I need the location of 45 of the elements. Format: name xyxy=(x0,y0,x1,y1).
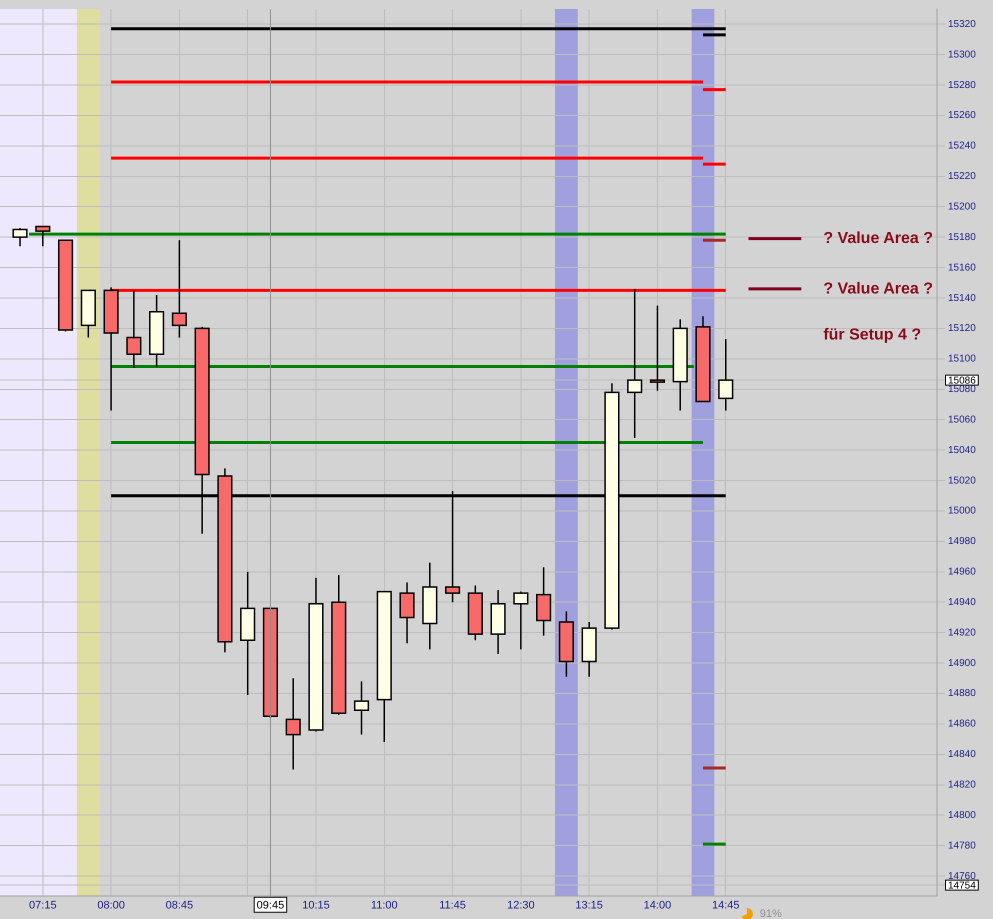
y-tick-label: 14754 xyxy=(948,880,976,892)
y-tick-label: 14960 xyxy=(948,566,976,578)
y-tick-label: 14880 xyxy=(948,688,976,700)
y-tick-label: 15200 xyxy=(948,201,976,212)
y-tick-label: 14940 xyxy=(948,596,976,608)
annotation: ? Value Area ? xyxy=(823,230,933,248)
y-tick-label: 15086 xyxy=(948,375,976,386)
x-tick-label: 08:45 xyxy=(166,899,194,912)
text: 91% xyxy=(760,908,782,919)
x-tick-label: 11:00 xyxy=(370,899,398,912)
y-tick-label: 14820 xyxy=(948,780,976,791)
y-tick-label: 14780 xyxy=(948,840,976,852)
x-tick-label: 14:00 xyxy=(644,899,672,912)
y-tick-label: 15100 xyxy=(948,354,976,365)
y-tick-label: 15160 xyxy=(948,262,976,274)
y-tick-label: 14840 xyxy=(948,749,976,760)
y-tick-label: 14800 xyxy=(948,810,976,821)
x-tick-label: 08:00 xyxy=(97,899,125,912)
y-tick-label: 15020 xyxy=(948,475,976,486)
x-tick-label: 14:45 xyxy=(712,899,740,912)
y-tick-label: 15120 xyxy=(948,323,976,334)
y-tick-label: 15260 xyxy=(948,110,976,122)
y-tick-label: 15300 xyxy=(948,49,976,60)
x-tick-label: 07:15 xyxy=(29,899,57,912)
y-tick-label: 15220 xyxy=(948,171,976,182)
y-tick-label: 14900 xyxy=(948,658,976,669)
y-tick-label: 14980 xyxy=(948,536,976,548)
y-tick-label: 14860 xyxy=(948,718,976,730)
y-tick-label: 15140 xyxy=(948,292,976,304)
y-tick-label: 15000 xyxy=(948,506,976,517)
y-tick-label: 15280 xyxy=(948,80,976,91)
y-tick-label: 15240 xyxy=(948,140,976,152)
x-tick-label: 10:15 xyxy=(302,899,330,912)
x-tick-label: 09:45 xyxy=(256,899,284,912)
y-tick-label: 15320 xyxy=(948,18,976,30)
annotation: ? Value Area ? xyxy=(823,280,933,298)
y-tick-label: 15060 xyxy=(948,414,976,426)
annotation: für Setup 4 ? xyxy=(823,326,922,344)
x-tick-label: 13:15 xyxy=(575,899,603,912)
x-tick-label: 11:45 xyxy=(439,899,466,912)
y-tick-label: 15180 xyxy=(948,232,976,243)
y-tick-label: 15040 xyxy=(948,444,976,456)
x-tick-label: 12:30 xyxy=(507,899,535,912)
y-tick-label: 14920 xyxy=(948,627,976,638)
y-tick-label: 14760 xyxy=(948,870,976,882)
